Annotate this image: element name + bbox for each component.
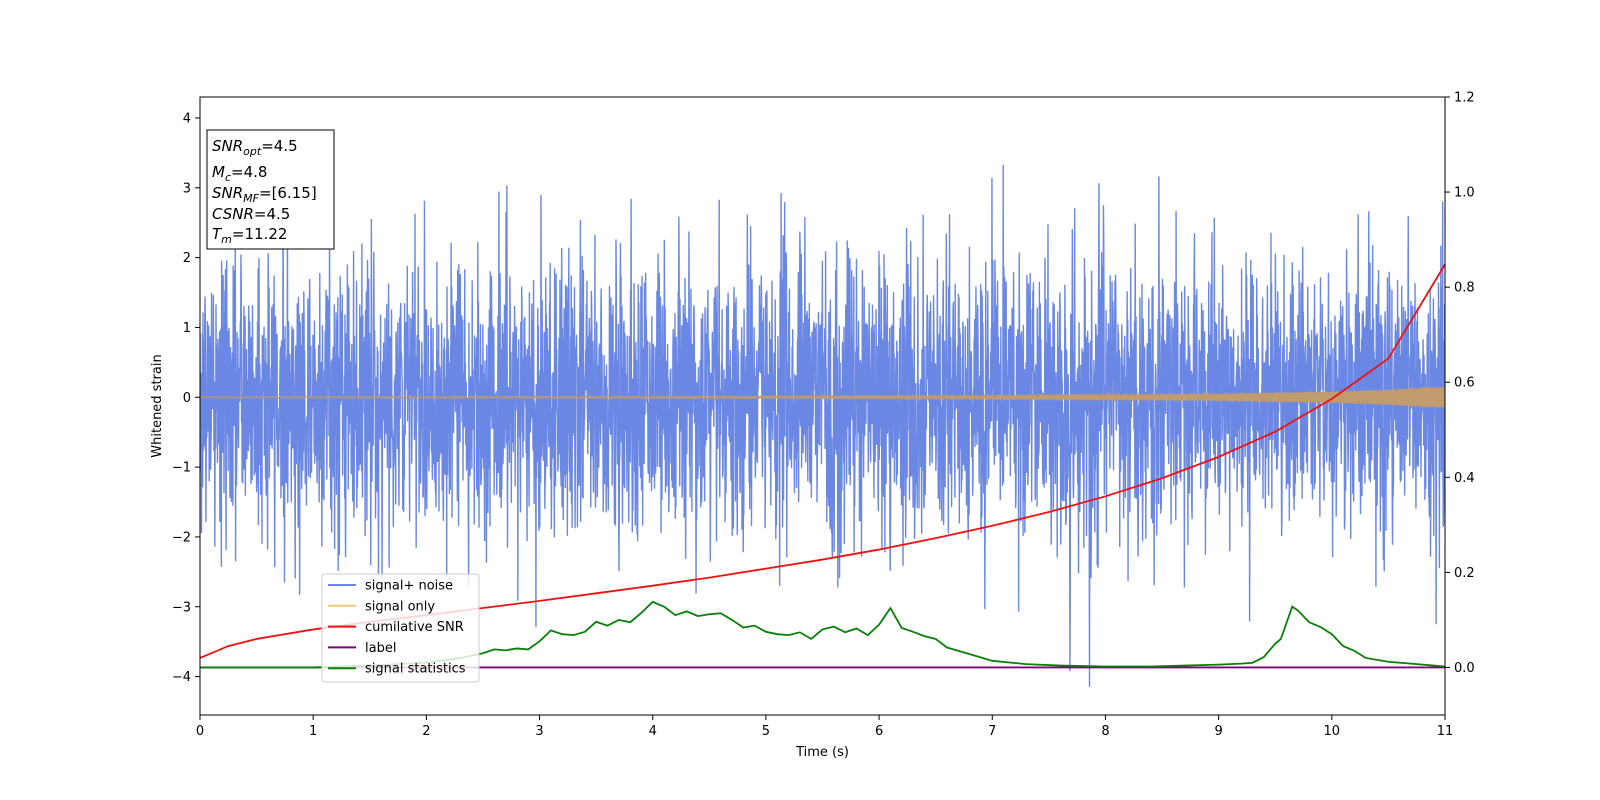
y-right-tick-label: 0.2 bbox=[1454, 566, 1475, 581]
y-right-tick-label: 0.0 bbox=[1454, 661, 1475, 676]
legend-entry-label: signal+ noise bbox=[365, 579, 453, 594]
y-right-tick-label: 0.4 bbox=[1454, 471, 1475, 486]
y-left-tick-label: −1 bbox=[172, 461, 191, 476]
y-left-tick-label: −2 bbox=[172, 530, 191, 545]
x-tick-label: 10 bbox=[1324, 724, 1341, 739]
x-tick-label: 9 bbox=[1214, 724, 1222, 739]
legend-entry-label: signal statistics bbox=[365, 662, 466, 677]
y-right-tick-label: 1.0 bbox=[1454, 186, 1475, 201]
y-right-tick-label: 0.6 bbox=[1454, 376, 1475, 391]
x-tick-label: 8 bbox=[1101, 724, 1109, 739]
legend-entry-label: cumilative SNR bbox=[365, 620, 464, 635]
info-tm: Tm=11.22 bbox=[212, 225, 287, 246]
x-tick-label: 4 bbox=[649, 724, 657, 739]
axes: 0 1 2 3 4 5 6 7 8 9 10 11 −4 −3 −2 −1 0 1 2 3 4 0.0 0.2 0.4 0.6 0… bbox=[150, 91, 1475, 761]
series-line-signal-noise bbox=[200, 164, 1445, 687]
y-right-tick-label: 1.2 bbox=[1454, 91, 1475, 106]
series-line-signal-statistics bbox=[200, 600, 1445, 669]
legend-entry-label: signal only bbox=[365, 599, 435, 614]
info-csnr: CSNR=4.5 bbox=[212, 205, 290, 223]
y-right-tick-label: 0.8 bbox=[1454, 281, 1475, 296]
x-tick-label: 11 bbox=[1437, 724, 1454, 739]
legend: signal+ noise signal only cumilative SNR la… bbox=[321, 573, 480, 683]
y-left-tick-label: 2 bbox=[183, 251, 191, 266]
legend-entry-label: label bbox=[365, 641, 396, 656]
info-snr-mf: SNRMF=[6.15] bbox=[212, 184, 317, 205]
x-tick-label: 3 bbox=[535, 724, 543, 739]
x-axis-label: Time (s) bbox=[795, 745, 849, 760]
series-line-signal-only bbox=[200, 385, 1445, 409]
y-left-tick-label: 1 bbox=[183, 321, 191, 336]
y-axis-label: Whitened strain bbox=[150, 354, 165, 457]
x-tick-label: 0 bbox=[196, 724, 204, 739]
y-left-tick-label: 0 bbox=[183, 391, 191, 406]
info-snr-opt: SNRopt=4.5 bbox=[212, 137, 298, 158]
y-left-tick-label: 4 bbox=[183, 111, 191, 126]
info-box-frame bbox=[206, 129, 335, 250]
y-left-tick-label: 3 bbox=[183, 181, 191, 196]
x-tick-label: 7 bbox=[988, 724, 996, 739]
info-chirp-mass: Mc=4.8 bbox=[212, 163, 267, 184]
x-tick-label: 5 bbox=[762, 724, 770, 739]
legend-frame bbox=[321, 573, 480, 683]
x-tick-label: 1 bbox=[309, 724, 317, 739]
x-tick-label: 6 bbox=[875, 724, 883, 739]
y-left-tick-label: −3 bbox=[172, 600, 191, 615]
x-tick-label: 2 bbox=[422, 724, 430, 739]
axes-frame bbox=[199, 96, 1446, 716]
y-left-tick-label: −4 bbox=[172, 670, 191, 685]
